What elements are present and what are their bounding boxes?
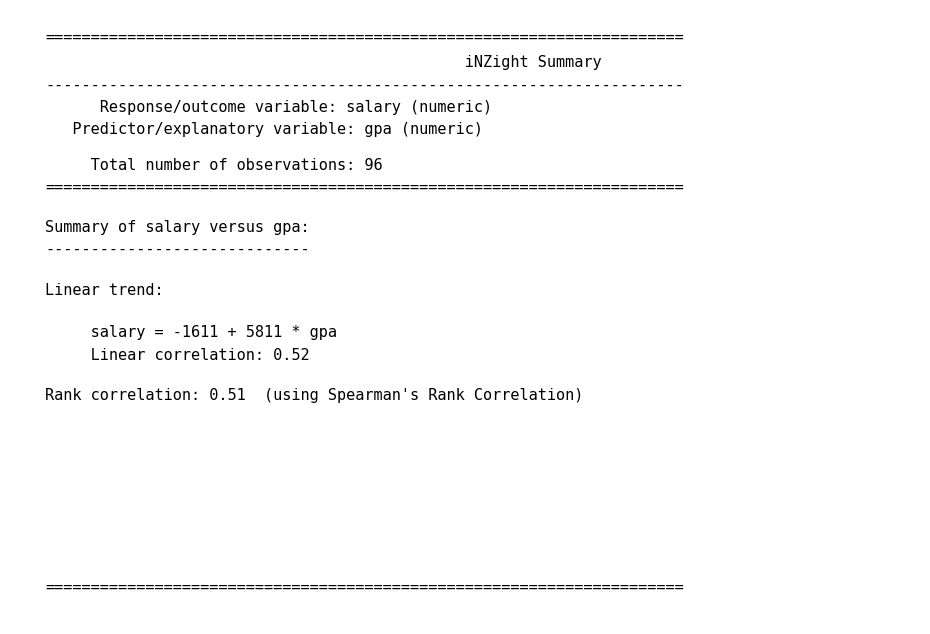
Text: Summary of salary versus gpa:: Summary of salary versus gpa:	[45, 220, 310, 235]
Text: iNZight Summary: iNZight Summary	[45, 55, 602, 70]
Text: ----------------------------------------------------------------------: ----------------------------------------…	[45, 78, 684, 93]
Text: Linear correlation: 0.52: Linear correlation: 0.52	[45, 348, 310, 363]
Text: Response/outcome variable: salary (numeric): Response/outcome variable: salary (numer…	[45, 100, 492, 115]
Text: ======================================================================: ========================================…	[45, 30, 684, 45]
Text: Linear trend:: Linear trend:	[45, 283, 164, 298]
Text: ======================================================================: ========================================…	[45, 180, 684, 195]
Text: salary = -1611 + 5811 * gpa: salary = -1611 + 5811 * gpa	[45, 325, 337, 340]
Text: Total number of observations: 96: Total number of observations: 96	[45, 158, 382, 173]
Text: Rank correlation: 0.51  (using Spearman's Rank Correlation): Rank correlation: 0.51 (using Spearman's…	[45, 388, 583, 403]
Text: Predictor/explanatory variable: gpa (numeric): Predictor/explanatory variable: gpa (num…	[45, 122, 483, 137]
Text: ======================================================================: ========================================…	[45, 580, 684, 595]
Text: -----------------------------: -----------------------------	[45, 242, 310, 257]
